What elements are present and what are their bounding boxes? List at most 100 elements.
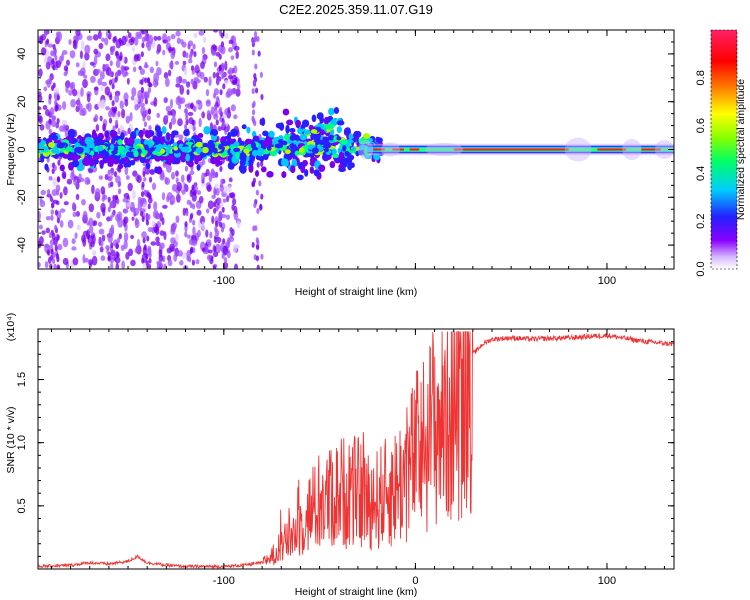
noise-cell <box>72 257 79 266</box>
signal-cell <box>286 119 294 126</box>
signal-cell <box>233 147 241 152</box>
noise-cell <box>121 260 126 269</box>
noise-cell <box>189 213 193 220</box>
signal-cell <box>299 133 308 141</box>
noise-cell <box>56 256 60 263</box>
band-core <box>409 148 420 151</box>
noise-cell <box>136 238 141 249</box>
signal-cell <box>97 145 104 152</box>
noise-cell <box>220 178 224 185</box>
signal-cell <box>300 165 306 174</box>
noise-cell <box>196 190 202 195</box>
noise-cell <box>236 220 241 229</box>
signal-cell <box>187 160 194 168</box>
noise-cell <box>176 37 181 45</box>
noise-cell <box>259 203 263 210</box>
noise-cell <box>90 75 96 84</box>
signal-cell <box>233 141 240 147</box>
noise-cell <box>185 52 189 59</box>
band-halo <box>424 142 464 157</box>
signal-cell <box>266 145 272 151</box>
noise-cell <box>45 227 51 234</box>
noise-cell <box>184 103 190 108</box>
noise-cell <box>255 189 260 196</box>
colorbar-tick-label: 0.2 <box>695 214 707 229</box>
noise-cell <box>215 119 219 126</box>
signal-cell <box>90 150 95 156</box>
noise-cell <box>156 35 162 41</box>
noise-cell <box>230 104 236 112</box>
noise-cell <box>201 221 205 230</box>
noise-cell <box>109 71 113 78</box>
noise-cell <box>92 249 97 256</box>
signal-cell <box>318 164 326 172</box>
noise-cell <box>159 242 165 250</box>
noise-cell <box>255 255 260 262</box>
noise-cell <box>134 104 139 111</box>
signal-cell <box>350 162 355 168</box>
noise-cell <box>184 184 188 191</box>
noise-cell <box>72 39 77 49</box>
noise-cell <box>212 71 217 79</box>
noise-cell <box>144 94 148 101</box>
noise-cell <box>170 116 177 125</box>
y-tick-label: -40 <box>16 237 28 253</box>
noise-cell <box>56 94 60 101</box>
band-core <box>453 148 569 151</box>
signal-cell <box>196 164 201 171</box>
noise-cell <box>80 177 85 182</box>
band-core <box>392 148 404 151</box>
noise-cell <box>145 253 149 260</box>
signal-cell <box>295 119 302 127</box>
noise-cell <box>208 76 212 87</box>
noise-cell <box>76 98 81 108</box>
spectrogram-panel: -40 -20 0 20 40 -100 100 Height of straight lin… <box>5 29 675 298</box>
noise-cell <box>191 119 195 126</box>
noise-cell <box>167 259 173 267</box>
noise-cell <box>46 249 51 256</box>
y-tick-label: 1.5 <box>16 372 28 387</box>
noise-cell <box>115 251 119 258</box>
noise-cell <box>164 77 170 88</box>
noise-cell <box>197 229 201 238</box>
noise-cell <box>260 253 264 260</box>
noise-cell <box>168 47 174 52</box>
signal-cell <box>255 170 260 177</box>
noise-cell <box>103 64 108 71</box>
signal-cell <box>311 147 319 154</box>
noise-cell <box>214 226 218 233</box>
noise-cell <box>56 264 61 269</box>
noise-cell <box>230 88 237 95</box>
noise-cell <box>110 224 115 235</box>
noise-cell <box>47 56 53 65</box>
noise-cell <box>148 257 152 264</box>
noise-cell <box>129 201 135 212</box>
noise-cell <box>172 222 178 230</box>
noise-cell <box>99 246 104 253</box>
noise-cell <box>158 254 164 262</box>
noise-cell <box>165 105 172 112</box>
noise-cell <box>251 109 256 116</box>
noise-cell <box>48 176 53 181</box>
signal-cell <box>195 147 203 153</box>
noise-cell <box>44 261 49 269</box>
signal-cell <box>248 160 254 166</box>
noise-cell <box>113 106 118 113</box>
noise-cell <box>251 181 255 188</box>
x-tick-label: 100 <box>598 275 616 287</box>
noise-cell <box>169 243 175 252</box>
noise-cell <box>165 164 172 173</box>
signal-cell <box>246 126 251 134</box>
noise-cell <box>212 265 217 269</box>
noise-cell <box>101 234 106 242</box>
noise-cell <box>146 235 150 242</box>
noise-cell <box>232 244 238 253</box>
signal-cell <box>274 143 284 149</box>
noise-cell <box>214 171 218 178</box>
noise-cell <box>129 111 133 122</box>
noise-cell <box>88 217 94 227</box>
noise-cell <box>126 202 132 208</box>
snr-frame <box>37 328 675 570</box>
y-multiplier-label: (x10⁴) <box>5 313 17 341</box>
noise-cell <box>143 189 147 196</box>
